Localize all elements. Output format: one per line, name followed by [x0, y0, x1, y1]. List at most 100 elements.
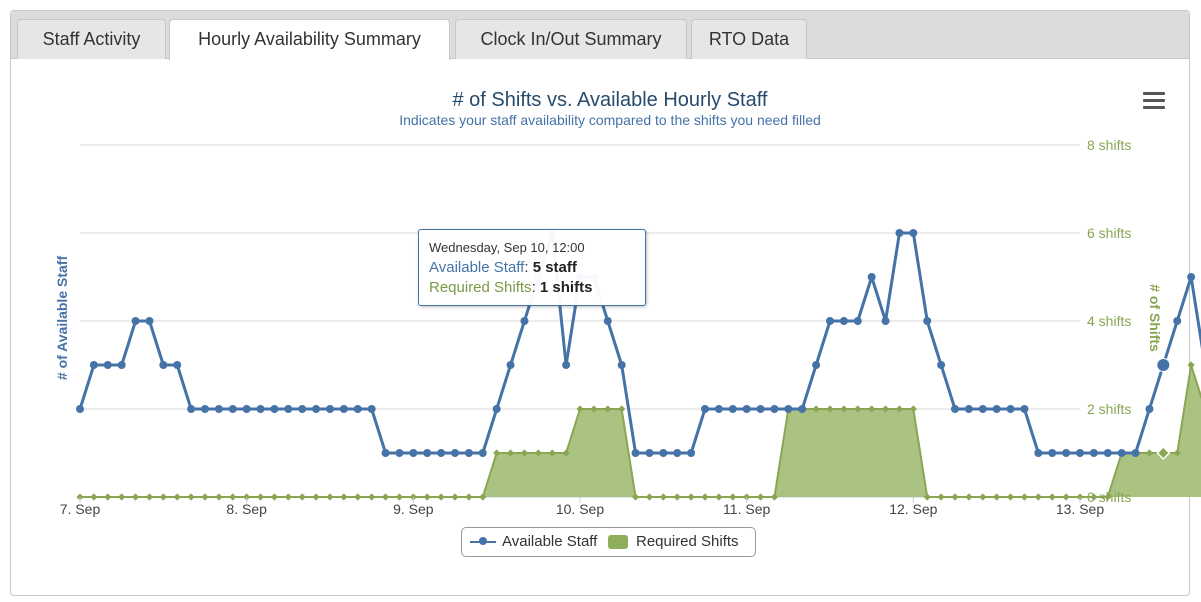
required-shifts-point[interactable] [895, 405, 904, 413]
legend-item-required-shifts[interactable]: Required Shifts [608, 528, 753, 556]
required-shifts-point[interactable] [562, 449, 570, 457]
available-staff-point[interactable] [1173, 317, 1182, 325]
required-shifts-point[interactable] [756, 493, 765, 501]
available-staff-point[interactable] [756, 405, 765, 413]
available-staff-point[interactable] [631, 449, 640, 457]
available-staff-point[interactable] [103, 361, 112, 369]
required-shifts-point[interactable] [729, 493, 737, 501]
available-staff-point[interactable] [131, 317, 140, 325]
available-staff-point[interactable] [728, 405, 737, 413]
required-shifts-point[interactable] [1187, 361, 1195, 369]
required-shifts-point[interactable] [1090, 493, 1098, 501]
available-staff-point[interactable] [173, 361, 182, 369]
required-shifts-point[interactable] [118, 493, 126, 501]
available-staff-point[interactable] [1131, 449, 1140, 457]
required-shifts-point[interactable] [604, 405, 612, 413]
required-shifts-point[interactable] [451, 493, 459, 501]
available-staff-point[interactable] [228, 405, 237, 413]
available-staff-point[interactable] [298, 405, 307, 413]
required-shifts-point[interactable] [590, 405, 598, 413]
available-staff-point[interactable] [659, 449, 668, 457]
required-shifts-point[interactable] [131, 493, 140, 501]
required-shifts-point[interactable] [576, 405, 584, 413]
required-shifts-point[interactable] [701, 493, 709, 501]
available-staff-point[interactable] [784, 405, 793, 413]
available-staff-point[interactable] [214, 405, 223, 413]
available-staff-point[interactable] [853, 317, 862, 325]
available-staff-point[interactable] [409, 449, 418, 457]
required-shifts-point[interactable] [187, 493, 195, 501]
required-shifts-point[interactable] [923, 493, 931, 501]
required-shifts-point[interactable] [1020, 493, 1029, 501]
available-staff-point[interactable] [117, 361, 126, 369]
available-staff-point[interactable] [1062, 449, 1071, 457]
required-shifts-point[interactable] [1048, 493, 1056, 501]
available-staff-point[interactable] [76, 405, 84, 413]
required-shifts-point[interactable] [104, 493, 112, 501]
required-shifts-point[interactable] [340, 493, 348, 501]
available-staff-point[interactable] [256, 405, 265, 413]
required-shifts-point[interactable] [854, 405, 862, 413]
available-staff-point[interactable] [937, 361, 946, 369]
tab-hourly-availability-summary[interactable]: Hourly Availability Summary [169, 19, 450, 60]
required-shifts-point[interactable] [381, 493, 390, 501]
available-staff-point[interactable] [714, 405, 723, 413]
available-staff-point[interactable] [1187, 273, 1196, 281]
legend-item-available-staff[interactable]: Available Staff [470, 528, 610, 556]
available-staff-point[interactable] [1020, 405, 1029, 413]
available-staff-point[interactable] [881, 317, 890, 325]
required-shifts-point[interactable] [354, 493, 362, 501]
required-shifts-point[interactable] [993, 493, 1001, 501]
required-shifts-point[interactable] [881, 405, 890, 413]
required-shifts-hover-point[interactable] [1156, 445, 1171, 461]
available-staff-point[interactable] [617, 361, 626, 369]
required-shifts-point[interactable] [618, 405, 626, 413]
required-shifts-point[interactable] [715, 493, 723, 501]
required-shifts-point[interactable] [840, 405, 848, 413]
required-shifts-point[interactable] [951, 493, 959, 501]
required-shifts-point[interactable] [159, 493, 167, 501]
required-shifts-point[interactable] [1006, 493, 1015, 501]
available-staff-point[interactable] [242, 405, 251, 413]
available-staff-point[interactable] [353, 405, 362, 413]
required-shifts-point[interactable] [395, 493, 404, 501]
required-shifts-point[interactable] [631, 493, 640, 501]
available-staff-point[interactable] [89, 361, 98, 369]
available-staff-point[interactable] [951, 405, 959, 413]
available-staff-point[interactable] [478, 449, 487, 457]
available-staff-point[interactable] [1117, 449, 1126, 457]
required-shifts-point[interactable] [284, 493, 292, 501]
required-shifts-point[interactable] [215, 493, 223, 501]
required-shifts-point[interactable] [145, 493, 154, 501]
available-staff-point[interactable] [978, 405, 987, 413]
required-shifts-point[interactable] [1062, 493, 1070, 501]
required-shifts-point[interactable] [812, 405, 820, 413]
required-shifts-point[interactable] [506, 449, 515, 457]
available-staff-point[interactable] [339, 405, 348, 413]
available-staff-point[interactable] [673, 449, 682, 457]
available-staff-point[interactable] [964, 405, 973, 413]
required-shifts-point[interactable] [659, 493, 667, 501]
required-shifts-point[interactable] [465, 493, 473, 501]
available-staff-point[interactable] [603, 317, 612, 325]
available-staff-point[interactable] [145, 317, 154, 325]
required-shifts-point[interactable] [229, 493, 237, 501]
required-shifts-point[interactable] [201, 493, 209, 501]
available-staff-point[interactable] [492, 405, 501, 413]
required-shifts-point[interactable] [826, 405, 834, 413]
available-staff-point[interactable] [187, 405, 196, 413]
required-shifts-point[interactable] [493, 449, 501, 457]
available-staff-point[interactable] [1048, 449, 1057, 457]
required-shifts-point[interactable] [1034, 493, 1042, 501]
chart-menu-icon[interactable] [1143, 92, 1165, 112]
available-staff-point[interactable] [562, 361, 571, 369]
available-staff-point[interactable] [1145, 405, 1154, 413]
required-shifts-point[interactable] [1173, 449, 1181, 457]
available-staff-point[interactable] [464, 449, 473, 457]
required-shifts-point[interactable] [687, 493, 695, 501]
available-staff-point[interactable] [867, 273, 876, 281]
available-staff-point[interactable] [451, 449, 459, 457]
available-staff-point[interactable] [839, 317, 848, 325]
available-staff-point[interactable] [506, 361, 515, 369]
available-staff-point[interactable] [381, 449, 390, 457]
